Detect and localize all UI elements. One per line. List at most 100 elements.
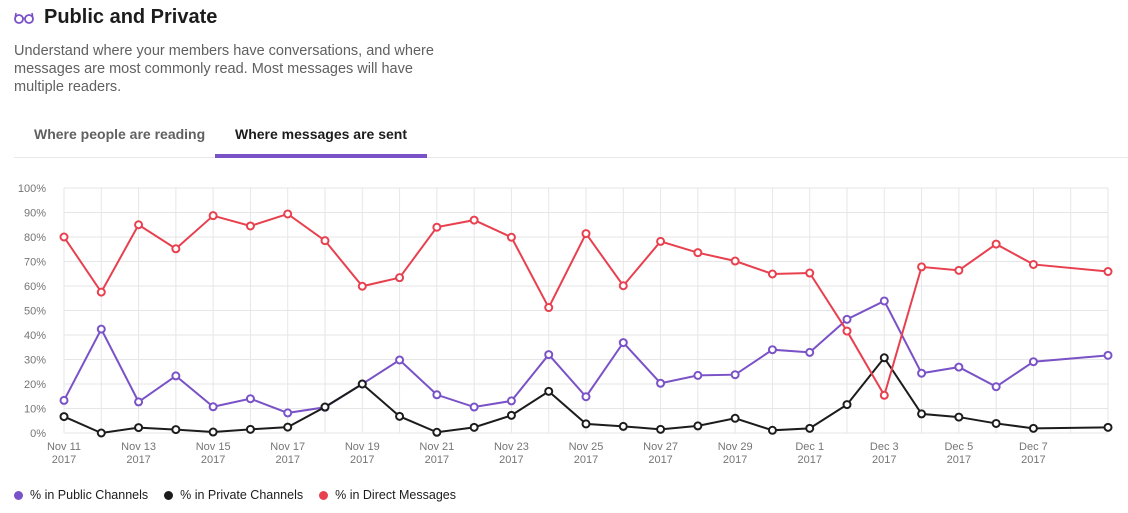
data-point bbox=[656, 236, 666, 246]
x-tick-label: Dec 1 bbox=[795, 441, 824, 453]
data-point bbox=[544, 303, 554, 313]
y-tick-label: 90% bbox=[24, 208, 46, 220]
x-tick-year: 2017 bbox=[126, 454, 150, 466]
series-line-2 bbox=[63, 212, 1109, 398]
data-point bbox=[618, 281, 628, 291]
data-point bbox=[991, 239, 1001, 249]
data-point bbox=[991, 418, 1001, 428]
tab-where-people-are-reading[interactable]: Where people are reading bbox=[34, 126, 206, 142]
data-point bbox=[1103, 350, 1113, 360]
x-tick-label: Nov 13 bbox=[121, 441, 156, 453]
data-point bbox=[581, 419, 591, 429]
data-point bbox=[432, 222, 442, 232]
data-point bbox=[96, 324, 106, 334]
data-point bbox=[283, 209, 293, 219]
y-tick-label: 60% bbox=[24, 281, 46, 293]
data-point bbox=[581, 229, 591, 239]
x-tick-label: Nov 23 bbox=[494, 441, 529, 453]
data-point bbox=[469, 402, 479, 412]
legend-label: % in Private Channels bbox=[180, 488, 304, 502]
chart-legend: % in Public Channels % in Private Channe… bbox=[14, 488, 456, 502]
x-tick-year: 2017 bbox=[425, 454, 449, 466]
y-tick-label: 0% bbox=[30, 428, 46, 440]
x-tick-label: Dec 3 bbox=[870, 441, 899, 453]
x-tick-label: Nov 21 bbox=[419, 441, 454, 453]
data-point bbox=[954, 362, 964, 372]
legend-swatch bbox=[14, 490, 23, 500]
x-tick-label: Nov 15 bbox=[196, 441, 231, 453]
legend-swatch bbox=[319, 490, 329, 500]
data-point bbox=[879, 353, 889, 363]
data-point bbox=[506, 410, 516, 420]
data-point bbox=[208, 427, 218, 437]
data-point bbox=[805, 347, 815, 357]
data-point bbox=[506, 232, 516, 242]
data-point bbox=[171, 425, 181, 435]
glasses-icon bbox=[14, 12, 34, 24]
page-header: Public and Private bbox=[14, 6, 217, 29]
line-chart: 0%10%20%30%40%50%60%70%80%90%100%Nov 112… bbox=[18, 183, 1113, 466]
data-point bbox=[693, 248, 703, 258]
data-point bbox=[879, 390, 889, 400]
x-tick-label: Nov 19 bbox=[345, 441, 380, 453]
data-point bbox=[506, 396, 516, 406]
x-tick-year: 2017 bbox=[275, 454, 299, 466]
data-point bbox=[208, 402, 218, 412]
x-tick-year: 2017 bbox=[1021, 454, 1045, 466]
data-point bbox=[842, 314, 852, 324]
data-point bbox=[842, 400, 852, 410]
data-point bbox=[59, 395, 69, 405]
x-tick-label: Nov 25 bbox=[569, 441, 604, 453]
data-point bbox=[730, 256, 740, 266]
data-point bbox=[954, 265, 964, 275]
x-tick-year: 2017 bbox=[499, 454, 523, 466]
y-tick-label: 30% bbox=[24, 355, 46, 367]
data-point bbox=[805, 268, 815, 278]
data-point bbox=[879, 296, 889, 306]
x-tick-year: 2017 bbox=[201, 454, 225, 466]
data-point bbox=[320, 402, 330, 412]
y-tick-label: 80% bbox=[24, 232, 46, 244]
data-point bbox=[767, 269, 777, 279]
data-point bbox=[954, 412, 964, 422]
data-point bbox=[581, 392, 591, 402]
data-point bbox=[1028, 259, 1038, 269]
data-point bbox=[245, 394, 255, 404]
tab-bar: Where people are reading Where messages … bbox=[14, 118, 1128, 158]
data-point bbox=[432, 427, 442, 437]
x-tick-label: Nov 17 bbox=[270, 441, 305, 453]
data-point bbox=[693, 421, 703, 431]
legend-label: % in Public Channels bbox=[30, 488, 149, 502]
legend-item-public[interactable]: % in Public Channels bbox=[14, 488, 148, 502]
data-point bbox=[320, 236, 330, 246]
data-point bbox=[469, 422, 479, 432]
data-point bbox=[1103, 422, 1113, 432]
legend-item-direct[interactable]: % in Direct Messages bbox=[319, 488, 456, 502]
page-title: Public and Private bbox=[44, 6, 218, 28]
x-tick-year: 2017 bbox=[648, 454, 672, 466]
legend-item-private[interactable]: % in Private Channels bbox=[164, 488, 303, 502]
x-tick-year: 2017 bbox=[574, 454, 598, 466]
data-point bbox=[469, 215, 479, 225]
data-point bbox=[245, 221, 255, 231]
data-point bbox=[134, 397, 144, 407]
tab-where-messages-are-sent[interactable]: Where messages are sent bbox=[215, 118, 427, 158]
legend-label: % in Direct Messages bbox=[335, 488, 456, 502]
x-tick-year: 2017 bbox=[947, 454, 971, 466]
data-point bbox=[917, 409, 927, 419]
data-point bbox=[1103, 267, 1113, 277]
series-line-1 bbox=[63, 356, 1109, 435]
data-point bbox=[283, 408, 293, 418]
data-point bbox=[991, 382, 1001, 392]
data-point bbox=[767, 345, 777, 355]
data-point bbox=[842, 326, 852, 336]
x-tick-year: 2017 bbox=[350, 454, 374, 466]
data-point bbox=[656, 424, 666, 434]
x-tick-label: Dec 7 bbox=[1019, 441, 1048, 453]
data-point bbox=[395, 355, 405, 365]
data-point bbox=[59, 412, 69, 422]
data-point bbox=[357, 379, 367, 389]
data-point bbox=[395, 273, 405, 283]
data-point bbox=[730, 413, 740, 423]
x-tick-label: Nov 11 bbox=[47, 441, 81, 453]
